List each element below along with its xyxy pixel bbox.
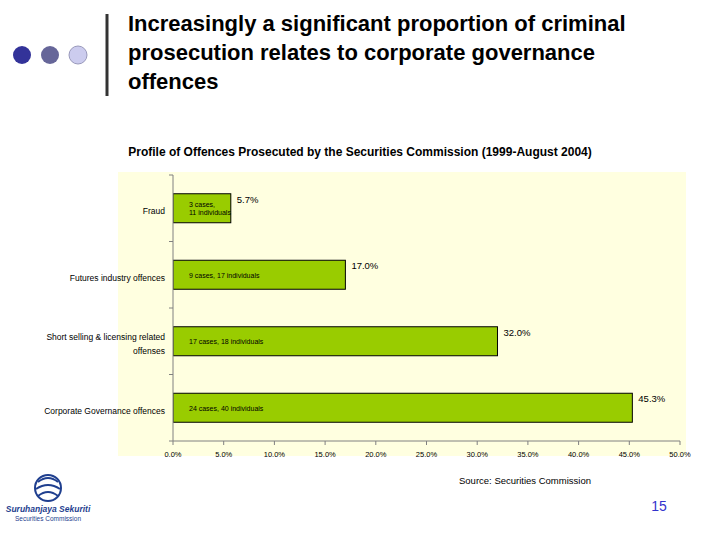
logo-subtitle: Securities Commission [15, 515, 81, 522]
x-tick-label: 20.0% [365, 450, 387, 459]
category-label: Corporate Governance offences [44, 406, 165, 416]
slide-title: Increasingly a significant proportion of… [128, 9, 688, 96]
data-label: 45.3% [638, 393, 665, 404]
slide: Increasingly a significant proportion of… [0, 0, 720, 540]
x-tick [629, 441, 630, 445]
x-tick-label: 50.0% [669, 450, 691, 459]
x-tick [274, 441, 275, 445]
data-label: 32.0% [503, 327, 530, 338]
category-label: Short selling & licensing relatedoffense… [46, 332, 165, 356]
logo-mark [35, 475, 61, 501]
x-tick-label: 5.0% [215, 450, 232, 459]
category-tick [169, 308, 173, 309]
decor-rule [106, 14, 109, 96]
bar-annotation: 9 cases, 17 individuals [189, 272, 260, 279]
chart-title: Profile of Offences Prosecuted by the Se… [128, 145, 591, 159]
x-tick-label: 15.0% [314, 450, 336, 459]
category-tick [169, 175, 173, 176]
decor-dot [69, 46, 87, 64]
bar [173, 194, 231, 223]
plot-background [118, 172, 686, 456]
x-tick [426, 441, 427, 445]
category-tick [169, 374, 173, 375]
x-tick-label: 45.0% [619, 450, 641, 459]
x-tick [477, 441, 478, 445]
x-tick [173, 441, 174, 445]
logo-mark [36, 478, 60, 496]
source-note: Source: Securities Commission [459, 475, 591, 486]
x-tick [325, 441, 326, 445]
x-tick [375, 441, 376, 445]
chart-canvas: Profile of Offences Prosecuted by the Se… [0, 0, 720, 540]
page-number: 15 [651, 498, 667, 514]
x-tick [223, 441, 224, 445]
x-tick [578, 441, 579, 445]
bar [173, 393, 632, 422]
x-tick-label: 30.0% [467, 450, 489, 459]
bar-annotation: 3 cases,11 individuals [189, 201, 231, 216]
data-label: 5.7% [237, 194, 259, 205]
x-tick-label: 10.0% [264, 450, 286, 459]
decor-dot [41, 46, 59, 64]
category-label: Futures industry offences [70, 273, 165, 283]
category-tick [169, 441, 173, 442]
x-tick-label: 25.0% [416, 450, 438, 459]
bars [173, 194, 632, 423]
category-tick [169, 241, 173, 242]
x-tick-label: 35.0% [517, 450, 539, 459]
x-tick [680, 441, 681, 445]
bar [173, 260, 345, 289]
bar [173, 327, 497, 356]
logo: Suruhanjaya SekuritiSecurities Commissio… [6, 475, 91, 522]
x-tick-label: 0.0% [164, 450, 181, 459]
bar-annotation: 17 cases, 18 individuals [189, 338, 264, 345]
x-tick-label: 40.0% [568, 450, 590, 459]
x-tick [527, 441, 528, 445]
data-label: 17.0% [351, 260, 378, 271]
decor-dot [13, 46, 31, 64]
bar-annotation: 24 cases, 40 individuals [189, 405, 264, 412]
logo-name: Suruhanjaya Sekuriti [6, 504, 91, 514]
category-label: Fraud [143, 206, 165, 216]
